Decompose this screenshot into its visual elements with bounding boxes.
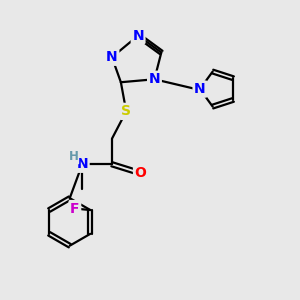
Text: F: F xyxy=(70,202,80,216)
Text: N: N xyxy=(132,28,144,43)
Text: N: N xyxy=(106,50,118,64)
Text: O: O xyxy=(135,166,146,180)
Text: N: N xyxy=(76,157,88,171)
Text: H: H xyxy=(68,150,78,163)
Text: N: N xyxy=(194,82,206,96)
Text: S: S xyxy=(121,104,131,118)
Text: N: N xyxy=(148,72,160,86)
